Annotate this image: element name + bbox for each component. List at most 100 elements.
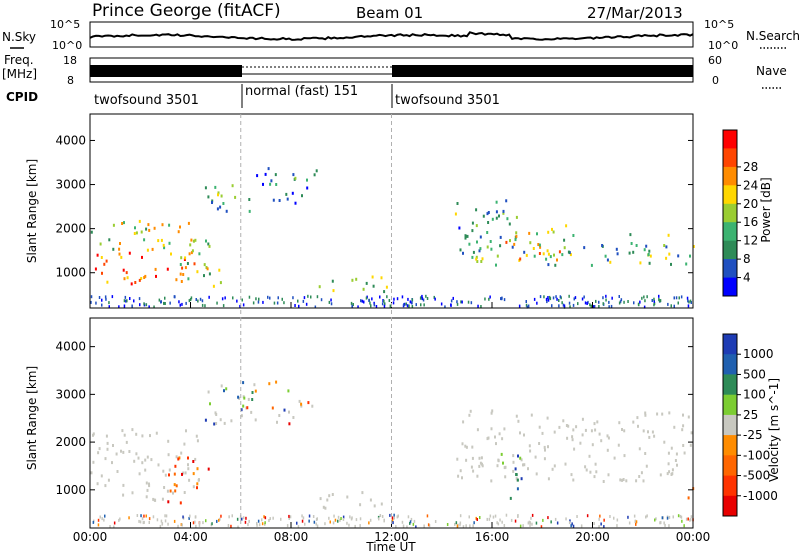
- range-cell: [633, 301, 635, 305]
- range-cell: [242, 381, 245, 385]
- range-cell: [405, 302, 407, 306]
- range-cell: [396, 297, 399, 301]
- range-cell: [254, 418, 257, 422]
- range-cell: [562, 419, 565, 423]
- range-cell: [368, 521, 370, 525]
- range-cell: [288, 410, 290, 414]
- range-cell: [434, 520, 437, 523]
- cpid-segment-1: twofsound 3501: [94, 93, 199, 108]
- range-cell: [635, 244, 638, 247]
- range-cell: [202, 521, 204, 525]
- range-cell: [495, 442, 497, 446]
- range-cell: [598, 517, 600, 521]
- range-cell: [638, 475, 641, 478]
- range-cell: [462, 525, 465, 529]
- range-cell: [505, 240, 508, 244]
- range-cell: [148, 517, 151, 521]
- range-cell: [588, 454, 591, 458]
- range-cell: [103, 518, 105, 522]
- range-cell: [192, 460, 195, 463]
- range-cell: [683, 451, 686, 455]
- range-cell: [333, 514, 335, 518]
- range-cell: [520, 458, 523, 462]
- range-cell: [585, 468, 588, 472]
- range-cell: [360, 299, 362, 303]
- range-cell: [603, 525, 605, 529]
- range-cell: [196, 439, 199, 443]
- range-cell: [403, 302, 406, 306]
- range-cell: [570, 473, 573, 477]
- range-cell: [104, 295, 107, 299]
- range-cell: [163, 246, 166, 250]
- range-cell: [92, 432, 95, 436]
- range-cell: [198, 478, 200, 482]
- range-cell: [506, 217, 509, 221]
- range-cell: [487, 221, 490, 224]
- range-cell: [594, 462, 597, 466]
- range-cell: [689, 443, 692, 447]
- range-cell: [118, 247, 121, 251]
- range-cell: [138, 297, 141, 301]
- range-cell: [205, 239, 207, 243]
- range-cell: [131, 304, 133, 308]
- range-cell: [499, 518, 501, 522]
- range-cell: [668, 515, 671, 519]
- range-cell: [468, 515, 470, 519]
- range-cell: [518, 304, 521, 308]
- colorbar-frame: [722, 333, 738, 517]
- range-cell: [302, 516, 305, 520]
- range-cell: [645, 464, 648, 468]
- range-cell: [643, 295, 645, 299]
- range-cell: [602, 302, 604, 306]
- range-cell: [687, 517, 689, 521]
- range-cell: [604, 254, 607, 258]
- range-cell: [611, 296, 613, 300]
- colorbar-tick-label: 16: [743, 215, 758, 229]
- range-cell: [125, 440, 128, 444]
- range-cell: [690, 431, 693, 435]
- range-cell: [118, 252, 121, 256]
- range-cell: [180, 523, 183, 527]
- range-cell: [109, 525, 111, 528]
- range-cell: [230, 524, 232, 528]
- range-cell: [297, 525, 300, 529]
- range-cell: [375, 305, 378, 308]
- range-cell: [286, 524, 289, 528]
- range-cell: [513, 242, 516, 246]
- range-cell: [490, 247, 493, 251]
- range-cell: [526, 305, 528, 309]
- range-cell: [160, 519, 163, 523]
- range-cell: [501, 437, 504, 441]
- range-cell: [183, 258, 186, 261]
- colorbar-tick-label: 4: [743, 271, 751, 285]
- range-cell: [583, 246, 586, 250]
- range-cell: [533, 254, 536, 258]
- range-cell: [547, 477, 550, 481]
- range-cell: [262, 300, 264, 304]
- range-cell: [606, 448, 609, 452]
- range-cell: [644, 413, 647, 417]
- range-cell: [255, 297, 257, 301]
- range-cell: [632, 250, 635, 254]
- range-cell: [148, 228, 151, 232]
- range-cell: [138, 219, 141, 223]
- range-cell: [469, 524, 471, 528]
- range-cell: [397, 514, 399, 518]
- range-cell: [481, 257, 484, 261]
- range-cell: [301, 194, 303, 198]
- range-cell: [527, 467, 529, 471]
- range-cell: [558, 299, 560, 302]
- range-cell: [607, 436, 610, 440]
- range-cell: [489, 295, 491, 299]
- range-cell: [539, 295, 542, 299]
- range-cell: [639, 261, 642, 265]
- colorbar-tick-label: 12: [743, 234, 758, 248]
- range-cell: [164, 519, 167, 523]
- range-cell: [183, 491, 186, 494]
- range-cell: [104, 514, 106, 518]
- range-cell: [161, 497, 164, 501]
- xtick-label: 12:00: [374, 530, 409, 544]
- range-cell: [201, 299, 204, 303]
- range-cell: [660, 521, 662, 525]
- range-cell: [184, 256, 187, 260]
